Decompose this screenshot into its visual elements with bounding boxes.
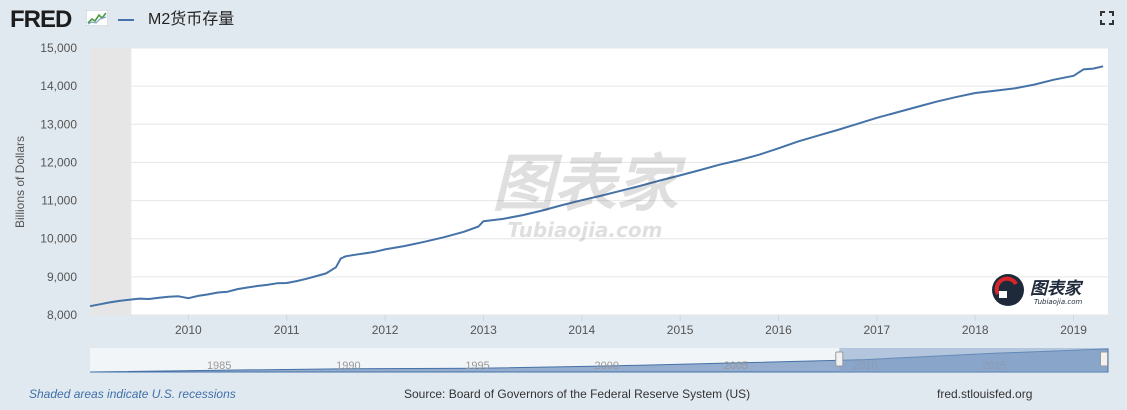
y-tick-label: 12,000	[40, 155, 77, 169]
tubiaojia-logo-subtext: Tubiaojia.com	[1034, 298, 1083, 306]
x-tick-label: 2017	[864, 323, 891, 337]
site-link[interactable]: fred.stlouisfed.org	[937, 387, 1033, 401]
series-line-m2[interactable]	[89, 65, 1104, 308]
navigator-tick-label: 2005	[724, 360, 748, 372]
plot-area	[90, 48, 1108, 315]
x-tick-label: 2018	[962, 323, 989, 337]
navigator-tick-label: 1990	[336, 360, 360, 372]
navigator-tick-label: 2000	[595, 360, 619, 372]
fullscreen-icon[interactable]	[1100, 11, 1114, 25]
recession-note-link[interactable]: Shaded areas indicate U.S. recessions	[29, 387, 236, 401]
y-tick-label: 15,000	[40, 41, 77, 55]
fred-logo[interactable]: FRED	[10, 6, 72, 33]
x-tick-label: 2011	[274, 323, 300, 337]
y-tick-label: 14,000	[40, 79, 77, 93]
fred-chart-icon	[86, 10, 108, 26]
y-tick-label: 9,000	[47, 270, 77, 284]
recession-band	[90, 48, 132, 315]
header: FRED M2货币存量	[0, 0, 1127, 40]
x-tick-label: 2016	[765, 323, 792, 337]
y-tick-label: 8,000	[47, 308, 77, 322]
y-tick-label: 13,000	[40, 117, 77, 131]
x-tick-label: 2012	[372, 323, 399, 337]
navigator-selection[interactable]	[839, 348, 1107, 372]
y-axis-label: Billions of Dollars	[13, 136, 27, 228]
navigator-left-handle[interactable]	[835, 351, 844, 367]
series-title: M2货币存量	[148, 11, 235, 28]
series-legend-line	[118, 19, 134, 21]
navigator-right-handle[interactable]	[1100, 351, 1108, 367]
x-tick-label: 2013	[470, 323, 497, 337]
navigator-tick-label: 1985	[207, 360, 231, 372]
x-tick-label: 2019	[1060, 323, 1087, 337]
x-tick-label: 2015	[667, 323, 694, 337]
source-text: Source: Board of Governors of the Federa…	[404, 387, 751, 401]
tubiaojia-logo: 图表家 Tubiaojia.com	[992, 274, 1084, 306]
y-tick-label: 10,000	[40, 232, 77, 246]
navigator-tick-label: 1995	[465, 360, 489, 372]
x-tick-label: 2014	[568, 323, 595, 337]
y-tick-label: 11,000	[41, 194, 77, 208]
x-tick-label: 2010	[175, 323, 202, 337]
tubiaojia-logo-text: 图表家	[1030, 279, 1084, 299]
